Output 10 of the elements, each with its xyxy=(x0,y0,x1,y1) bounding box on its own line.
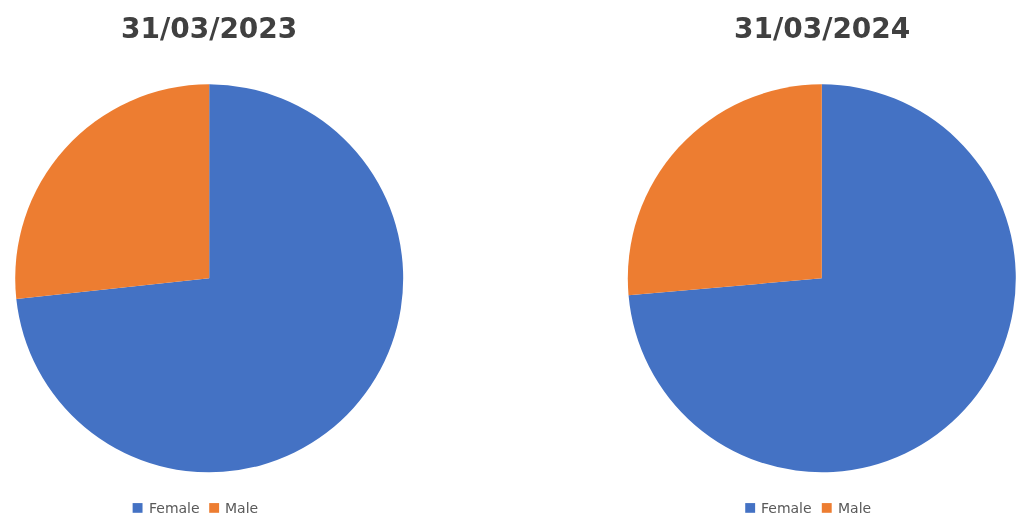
pie-slice xyxy=(627,84,822,296)
legend-label: Male xyxy=(225,500,259,516)
chart-title: 31/03/2023 xyxy=(121,12,298,45)
pie-slice xyxy=(628,84,1016,472)
legend-label: Male xyxy=(838,500,872,516)
pie-slice xyxy=(16,84,404,472)
legend-label: Female xyxy=(149,500,200,516)
legend-label: Female xyxy=(761,500,812,516)
pie-slice xyxy=(15,84,210,299)
chart-title: 31/03/2024 xyxy=(734,12,911,45)
